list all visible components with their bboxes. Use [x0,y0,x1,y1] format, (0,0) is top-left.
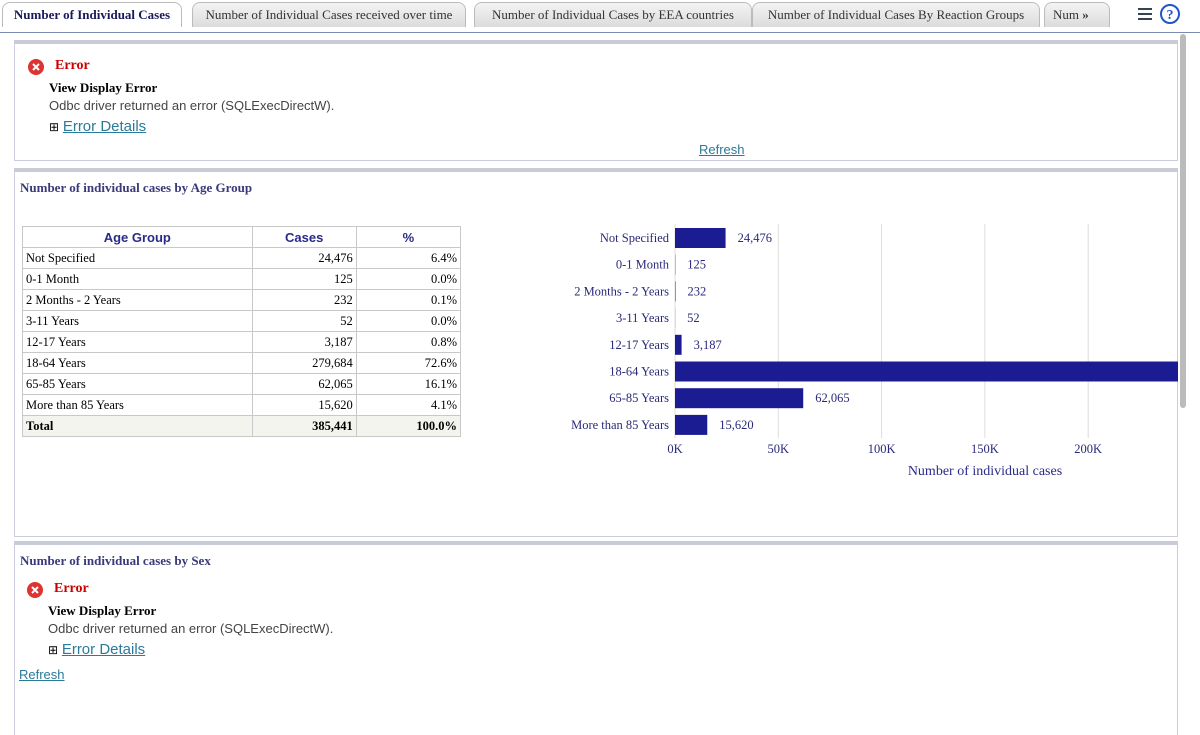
table-cell: 4.1% [356,395,460,416]
toolbar-icons: ? [1134,3,1188,27]
table-cell: 0.0% [356,311,460,332]
tab[interactable]: Number of Individual Cases received over… [192,2,466,27]
table-cell: 52 [252,311,356,332]
refresh-link[interactable]: Refresh [19,667,65,682]
tab[interactable]: Number of Individual Cases By Reaction G… [752,2,1040,27]
table-cell: 0.0% [356,269,460,290]
menu-icon[interactable] [1138,9,1152,19]
error-heading: View Display Error [48,603,156,619]
section-title: Number of individual cases by Age Group [20,180,252,196]
error-details[interactable]: ⊞ Error Details [49,118,146,136]
help-text: ? [1167,8,1174,23]
y-tick-label: 3-11 Years [616,311,669,325]
bar [675,415,707,435]
bar [675,335,682,355]
tab[interactable]: Number of Individual Cases by EEA countr… [474,2,752,27]
table-cell: 0-1 Month [23,269,253,290]
x-axis-label: Number of individual cases [908,464,1062,479]
section-title: Number of individual cases by Sex [20,553,211,569]
table-cell: 6.4% [356,248,460,269]
error-message: Odbc driver returned an error (SQLExecDi… [49,98,334,113]
table-cell: 24,476 [252,248,356,269]
scrollbar[interactable] [1180,34,1186,408]
table-cell: 62,065 [252,374,356,395]
y-tick-label: 12-17 Years [609,338,669,352]
table-cell: 65-85 Years [23,374,253,395]
y-tick-label: Not Specified [600,231,670,245]
header-cell: Cases [252,227,356,248]
value-label: 15,620 [719,418,753,432]
table-cell: 18-64 Years [23,353,253,374]
tab[interactable]: Num » [1044,2,1110,27]
sex-panel: Number of individual cases by Sex Error … [14,541,1178,735]
y-tick-label: More than 85 Years [571,418,669,432]
error-panel: Error View Display Error Odbc driver ret… [14,40,1178,161]
error-icon [27,58,47,78]
table-cell: 3,187 [252,332,356,353]
tab[interactable]: Number of Individual Cases [2,2,182,27]
y-tick-label: 0-1 Month [616,258,670,272]
error-message: Odbc driver returned an error (SQLExecDi… [48,621,333,636]
table-cell: 125 [252,269,356,290]
table-cell: Not Specified [23,248,253,269]
table-cell: 232 [252,290,356,311]
total-cell: 100.0% [356,416,460,437]
y-tick-label: 2 Months - 2 Years [574,284,669,298]
bar [675,228,726,248]
table-cell: 0.1% [356,290,460,311]
total-cell: Total [23,416,253,437]
value-label: 62,065 [815,391,849,405]
x-tick-label: 100K [868,442,896,456]
table-cell: 0.8% [356,332,460,353]
table-cell: 279,684 [252,353,356,374]
table-cell: 3-11 Years [23,311,253,332]
y-tick-label: 18-64 Years [609,365,669,379]
value-label: 125 [687,258,706,272]
total-cell: 385,441 [252,416,356,437]
error-heading: View Display Error [49,80,157,96]
tab-bar: Number of Individual Cases Number of Ind… [0,0,1200,33]
error-details-link[interactable]: Error Details [63,118,146,135]
bar-chart: 0K 50K 100K 150K 200K Number of individual ca… [540,215,1178,485]
refresh-link[interactable]: Refresh [699,142,745,157]
table-cell: 16.1% [356,374,460,395]
x-tick-label: 0K [667,442,682,456]
more-icon[interactable]: » [1082,7,1089,22]
error-details-link[interactable]: Error Details [62,641,145,658]
value-label: 3,187 [694,338,722,352]
header-cell: % [356,227,460,248]
error-icon [26,581,46,601]
tab-label: Num [1053,7,1079,22]
table-cell: 2 Months - 2 Years [23,290,253,311]
value-label: 24,476 [738,231,772,245]
table-cell: 15,620 [252,395,356,416]
value-label: 232 [687,284,706,298]
value-label: 52 [687,311,700,325]
bar [675,388,803,408]
error-details[interactable]: ⊞ Error Details [48,641,145,659]
table-cell: More than 85 Years [23,395,253,416]
bar [675,362,1178,382]
x-tick-label: 200K [1074,442,1102,456]
error-title: Error [54,581,89,597]
x-tick-label: 50K [768,442,790,456]
error-title: Error [55,58,90,74]
table-cell: 72.6% [356,353,460,374]
table-cell: 12-17 Years [23,332,253,353]
x-tick-label: 150K [971,442,999,456]
header-cell: Age Group [23,227,253,248]
y-tick-label: 65-85 Years [609,391,669,405]
